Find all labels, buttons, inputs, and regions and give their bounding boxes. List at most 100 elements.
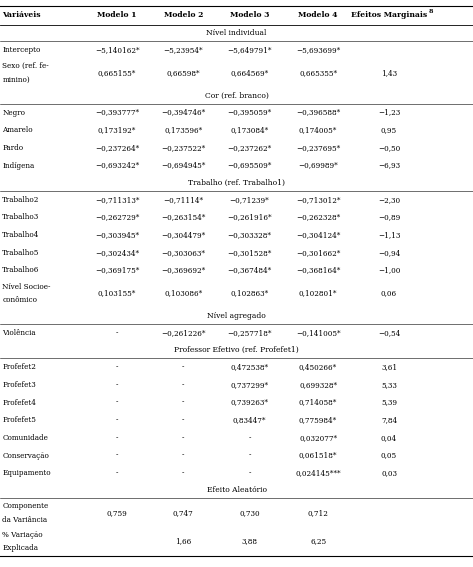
Text: −0,368164*: −0,368164* — [296, 266, 340, 274]
Text: Indígena: Indígena — [2, 162, 35, 170]
Text: Comunidade: Comunidade — [2, 434, 48, 442]
Text: Pardo: Pardo — [2, 144, 24, 152]
Text: -: - — [248, 469, 251, 477]
Text: Profefet2: Profefet2 — [2, 363, 36, 371]
Text: −0,71114*: −0,71114* — [163, 196, 203, 204]
Text: −0,50: −0,50 — [378, 144, 400, 152]
Text: -: - — [116, 469, 118, 477]
Text: −0,261916*: −0,261916* — [227, 213, 272, 221]
Text: Profefet5: Profefet5 — [2, 416, 36, 424]
Text: Efeito Aleatório: Efeito Aleatório — [207, 486, 266, 494]
Text: 3,88: 3,88 — [242, 538, 257, 545]
Text: 0,173192*: 0,173192* — [98, 126, 136, 134]
Text: −0,369692*: −0,369692* — [161, 266, 205, 274]
Text: -: - — [248, 434, 251, 442]
Text: 0,472538*: 0,472538* — [230, 363, 269, 371]
Text: −0,367484*: −0,367484* — [228, 266, 272, 274]
Text: −0,69989*: −0,69989* — [298, 162, 338, 170]
Text: Conservação: Conservação — [2, 451, 49, 460]
Text: -: - — [116, 399, 118, 407]
Text: 3,61: 3,61 — [381, 363, 397, 371]
Text: 0,739263*: 0,739263* — [230, 399, 269, 407]
Text: -: - — [116, 416, 118, 424]
Text: Professor Efetivo (ref. Profefet1): Professor Efetivo (ref. Profefet1) — [174, 346, 299, 354]
Text: -: - — [116, 381, 118, 389]
Text: % Variação: % Variação — [2, 531, 43, 539]
Text: Modelo 1: Modelo 1 — [97, 11, 137, 19]
Text: −0,237264*: −0,237264* — [95, 144, 139, 152]
Text: 0,06: 0,06 — [381, 290, 397, 298]
Text: −2,30: −2,30 — [378, 196, 400, 204]
Text: 0,04: 0,04 — [381, 434, 397, 442]
Text: −0,89: −0,89 — [378, 213, 400, 221]
Text: −0,262328*: −0,262328* — [296, 213, 340, 221]
Text: −0,304479*: −0,304479* — [161, 231, 205, 239]
Text: 7,84: 7,84 — [381, 416, 397, 424]
Text: 0,747: 0,747 — [173, 509, 193, 517]
Text: −0,694945*: −0,694945* — [161, 162, 205, 170]
Text: 0,730: 0,730 — [239, 509, 260, 517]
Text: 0,173596*: 0,173596* — [164, 126, 202, 134]
Text: Efeitos Marginais: Efeitos Marginais — [351, 11, 427, 19]
Text: −0,304124*: −0,304124* — [296, 231, 340, 239]
Text: 0,102863*: 0,102863* — [230, 290, 269, 298]
Text: −0,237262*: −0,237262* — [228, 144, 272, 152]
Text: Trabalho2: Trabalho2 — [2, 196, 40, 204]
Text: Explicada: Explicada — [2, 544, 38, 552]
Text: Trabalho3: Trabalho3 — [2, 213, 40, 221]
Text: Sexo (ref. fe-: Sexo (ref. fe- — [2, 62, 49, 70]
Text: 0,712: 0,712 — [307, 509, 329, 517]
Text: da Variância: da Variância — [2, 515, 47, 524]
Text: Cor (ref. branco): Cor (ref. branco) — [204, 91, 269, 100]
Text: −0,141005*: −0,141005* — [296, 329, 341, 337]
Text: −0,711313*: −0,711313* — [95, 196, 140, 204]
Text: Trabalho4: Trabalho4 — [2, 231, 40, 239]
Text: 0,664569*: 0,664569* — [230, 69, 269, 77]
Text: 0,103086*: 0,103086* — [164, 290, 202, 298]
Text: 0,665355*: 0,665355* — [299, 69, 337, 77]
Text: 0,95: 0,95 — [381, 126, 397, 134]
Text: -: - — [116, 329, 118, 337]
Text: Modelo 4: Modelo 4 — [298, 11, 338, 19]
Text: 0,032077*: 0,032077* — [299, 434, 337, 442]
Text: −0,394746*: −0,394746* — [161, 108, 205, 117]
Text: -: - — [248, 451, 251, 460]
Text: 0,103155*: 0,103155* — [98, 290, 136, 298]
Text: −0,369175*: −0,369175* — [95, 266, 139, 274]
Text: 0,05: 0,05 — [381, 451, 397, 460]
Text: −0,303945*: −0,303945* — [95, 231, 139, 239]
Text: 5,39: 5,39 — [381, 399, 397, 407]
Text: 0,665155*: 0,665155* — [98, 69, 136, 77]
Text: −0,261226*: −0,261226* — [161, 329, 206, 337]
Text: −0,262729*: −0,262729* — [95, 213, 139, 221]
Text: -: - — [182, 434, 184, 442]
Text: -: - — [182, 469, 184, 477]
Text: Componente: Componente — [2, 502, 49, 510]
Text: Variáveis: Variáveis — [2, 11, 41, 19]
Text: -: - — [116, 434, 118, 442]
Text: 0,66598*: 0,66598* — [166, 69, 200, 77]
Text: −0,237522*: −0,237522* — [161, 144, 205, 152]
Text: Amarelo: Amarelo — [2, 126, 33, 134]
Text: Trabalho5: Trabalho5 — [2, 249, 40, 257]
Text: 0,173084*: 0,173084* — [230, 126, 269, 134]
Text: −6,93: −6,93 — [378, 162, 400, 170]
Text: Trabalho (ref. Trabalho1): Trabalho (ref. Trabalho1) — [188, 179, 285, 187]
Text: 0,699328*: 0,699328* — [299, 381, 337, 389]
Text: −0,393777*: −0,393777* — [95, 108, 139, 117]
Text: −0,94: −0,94 — [378, 249, 400, 257]
Text: Profefet3: Profefet3 — [2, 381, 36, 389]
Text: 0,83447*: 0,83447* — [233, 416, 266, 424]
Text: Nível individual: Nível individual — [206, 29, 267, 37]
Text: -: - — [182, 381, 184, 389]
Text: −5,693699*: −5,693699* — [296, 46, 340, 54]
Text: Profefet4: Profefet4 — [2, 399, 36, 407]
Text: 0,450266*: 0,450266* — [299, 363, 337, 371]
Text: -: - — [182, 399, 184, 407]
Text: −0,54: −0,54 — [378, 329, 400, 337]
Text: −0,693242*: −0,693242* — [95, 162, 139, 170]
Text: Equipamento: Equipamento — [2, 469, 51, 477]
Text: Nível Socioe-: Nível Socioe- — [2, 283, 51, 291]
Text: Trabalho6: Trabalho6 — [2, 266, 40, 274]
Text: 0,759: 0,759 — [107, 509, 127, 517]
